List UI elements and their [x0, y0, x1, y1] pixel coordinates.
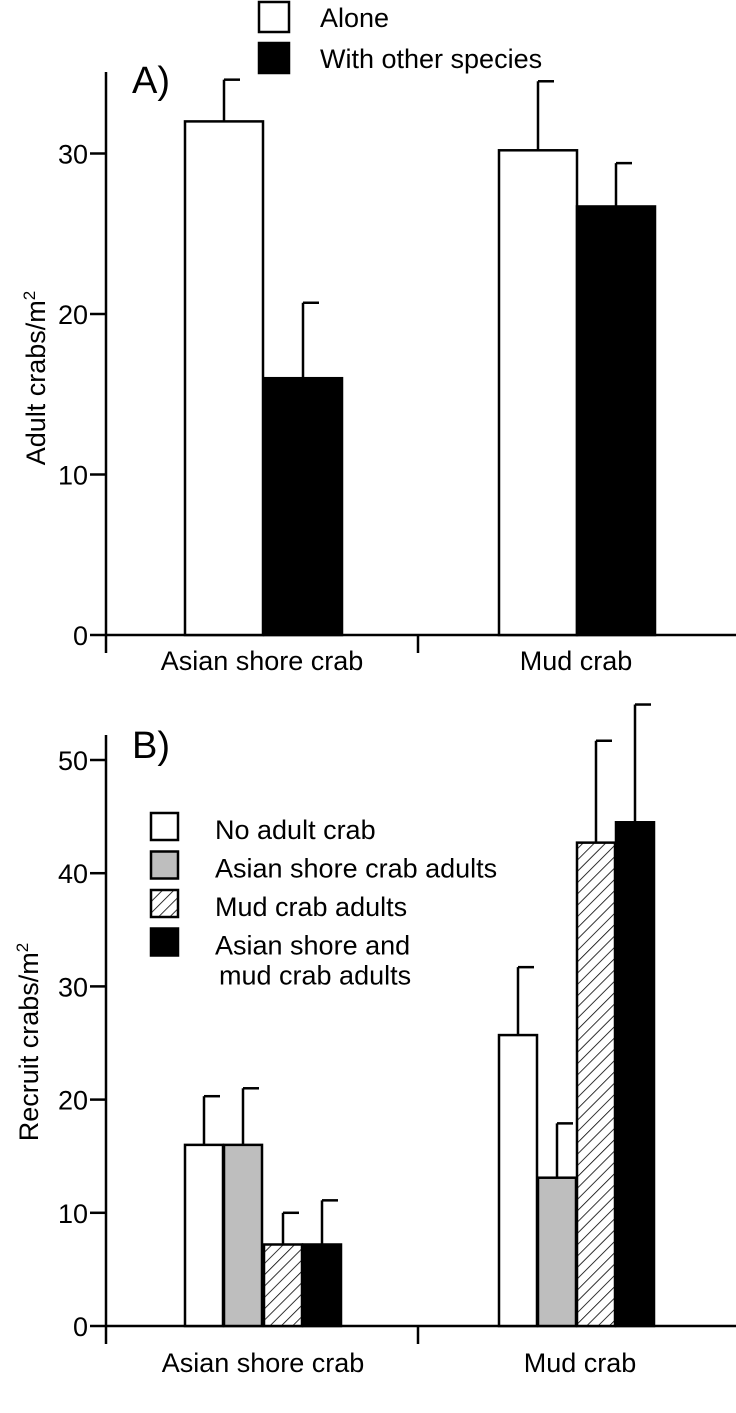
panel-b-y-axis-label: Recruit crabs/m2: [13, 943, 44, 1142]
panel-a-legend-swatch: [257, 0, 291, 34]
panel-a-y-axis-label-sup: 2: [20, 291, 39, 300]
panel-a-y-tick-label: 30: [58, 140, 88, 170]
panel-b-category-label: Asian shore crab: [162, 1348, 365, 1378]
panel-b-legend-label: Mud crab adults: [215, 892, 407, 922]
panel-a-bar: [575, 205, 657, 637]
panel-b-bar: [497, 1033, 539, 1328]
panel-b-legend-swatch: [149, 927, 180, 957]
panel-a-chart: A) Adult crabs/m2 0 10 20 30 Asian shore cra…: [20, 0, 736, 676]
panel-a-category-label: Asian shore crab: [161, 646, 364, 676]
panel-b-bar: [262, 1243, 304, 1328]
panel-b-legend-swatch: [149, 888, 180, 919]
panel-b-legend-label: Asian shore and mud crab adults: [215, 931, 411, 991]
panel-b-y-tick-label: 10: [58, 1199, 88, 1229]
panel-b-label: B): [132, 725, 170, 767]
panel-b-category-label: Mud crab: [524, 1348, 637, 1378]
panel-a-label: A): [132, 60, 170, 102]
panel-b-legend-label-line: No adult crab: [215, 815, 376, 845]
panel-a-bar: [497, 149, 579, 637]
panel-a-legend-label: With other species: [320, 44, 542, 74]
panel-b-legend-label-line: Mud crab adults: [215, 892, 407, 922]
panel-b-y-axis-label-main: Recruit crabs/m: [14, 952, 44, 1141]
panel-a-bar: [183, 120, 265, 637]
panel-b-legend-label-line: mud crab adults: [219, 961, 411, 991]
panel-a-legend-swatch: [257, 41, 291, 75]
panel-b-y-tick-label: 50: [58, 746, 88, 776]
panel-b-y-axis-label-sup: 2: [13, 943, 32, 952]
panel-b-legend-label: Asian shore crab adults: [215, 854, 497, 884]
panel-b-bar: [614, 821, 656, 1328]
panel-b-bar: [301, 1243, 343, 1328]
panel-b-chart: B) Recruit crabs/m2 0 10 20 30 40 50 Asian sho…: [13, 703, 736, 1378]
panel-b-legend-label: No adult crab: [215, 815, 376, 845]
panel-a-legend-label-line: Alone: [320, 3, 389, 33]
panel-b-bar: [575, 841, 617, 1328]
panel-b-legend-label-line: Asian shore and: [215, 931, 410, 961]
panel-b-legend-swatch: [149, 811, 180, 842]
panel-b-y-tick-label: 0: [73, 1312, 88, 1342]
panel-b-bar: [222, 1143, 264, 1328]
panel-b-y-tick-label: 20: [58, 1086, 88, 1116]
panel-a-y-tick-label: 20: [58, 300, 88, 330]
panel-a-legend-label-line: With other species: [320, 44, 542, 74]
panel-a-y-tick-label: 0: [73, 621, 88, 651]
panel-a-bar: [262, 376, 344, 637]
panel-a-y-axis-label: Adult crabs/m2: [20, 291, 51, 466]
panel-a-legend-label: Alone: [320, 3, 389, 33]
panel-b-legend-label-line: Asian shore crab adults: [215, 854, 497, 884]
panel-b-y-tick-label: 30: [58, 972, 88, 1002]
panel-b-bar: [536, 1176, 578, 1328]
panel-a-y-tick-label: 10: [58, 461, 88, 491]
panel-b-y-tick-label: 40: [58, 859, 88, 889]
panel-a-y-axis-label-main: Adult crabs/m: [21, 300, 51, 465]
panel-b-legend-swatch: [149, 850, 180, 880]
panel-a-category-label: Mud crab: [520, 646, 633, 676]
panel-b-bar: [183, 1143, 225, 1328]
